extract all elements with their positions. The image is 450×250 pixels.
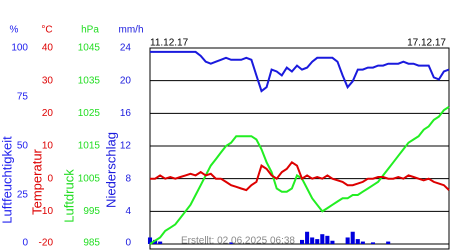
precip-bar bbox=[310, 237, 315, 244]
series-line bbox=[149, 105, 450, 245]
precip-bar bbox=[147, 237, 153, 244]
precip-bar bbox=[345, 237, 350, 244]
series-line bbox=[150, 50, 450, 93]
axis-unit: °C bbox=[41, 25, 52, 36]
tick-label: 0 bbox=[125, 238, 131, 249]
axis-unit: hPa bbox=[81, 25, 99, 36]
tick-label: 25 bbox=[17, 190, 29, 201]
axis-title: Niederschlag bbox=[103, 132, 118, 208]
tick-label: 20 bbox=[42, 108, 54, 119]
tick-label: 12 bbox=[120, 141, 132, 152]
tick-label: 4 bbox=[125, 206, 131, 217]
plot-frame bbox=[149, 47, 450, 250]
tick-label: 24 bbox=[120, 43, 132, 54]
tick-label: 50 bbox=[17, 141, 29, 152]
precip-bar bbox=[370, 242, 376, 244]
precip-bar bbox=[158, 241, 163, 244]
tick-label: -20 bbox=[39, 238, 54, 249]
tick-label: 8 bbox=[125, 173, 131, 184]
tick-label: 0 bbox=[47, 173, 53, 184]
precip-bar bbox=[300, 239, 305, 244]
precip-bar bbox=[360, 241, 365, 244]
tick-label: 16 bbox=[120, 108, 132, 119]
series-line bbox=[150, 160, 450, 192]
tick-label: 1005 bbox=[78, 173, 101, 184]
tick-label: 100 bbox=[11, 43, 28, 54]
tick-label: 20 bbox=[120, 75, 132, 86]
end-date: 17.12.17 bbox=[407, 38, 446, 49]
precip-bar bbox=[325, 235, 330, 244]
axis-unit: % bbox=[10, 25, 19, 36]
tick-label: 30 bbox=[42, 75, 54, 86]
tick-label: 40 bbox=[42, 43, 54, 54]
tick-label: 1045 bbox=[78, 43, 101, 54]
axis-unit: mm/h bbox=[119, 25, 144, 36]
tick-label: -10 bbox=[39, 206, 54, 217]
precip-bar bbox=[350, 231, 355, 244]
precip-bar bbox=[305, 231, 310, 244]
precip-bar bbox=[330, 240, 335, 244]
axis-title: Luftfeuchtigkeit bbox=[0, 136, 14, 224]
precip-bar bbox=[355, 239, 360, 244]
tick-label: 1025 bbox=[78, 108, 101, 119]
tick-label: 0 bbox=[22, 238, 28, 249]
footer: Erstellt: 02.06.2025 06:38 bbox=[181, 236, 295, 247]
precip-bar bbox=[229, 242, 234, 244]
precip-bar bbox=[153, 239, 158, 244]
tick-label: 1035 bbox=[78, 75, 101, 86]
axis-title: Luftdruck bbox=[61, 169, 76, 223]
tick-label: 995 bbox=[83, 206, 100, 217]
precip-bar bbox=[386, 241, 391, 244]
start-date: 11.12.17 bbox=[150, 38, 189, 49]
tick-label: 985 bbox=[83, 238, 100, 249]
tick-label: 75 bbox=[17, 92, 29, 103]
precip-bar bbox=[315, 239, 320, 244]
tick-label: 1015 bbox=[78, 141, 101, 152]
axis-title: Temperatur bbox=[29, 148, 44, 214]
tick-label: 10 bbox=[42, 141, 54, 152]
precip-bar bbox=[320, 234, 325, 244]
